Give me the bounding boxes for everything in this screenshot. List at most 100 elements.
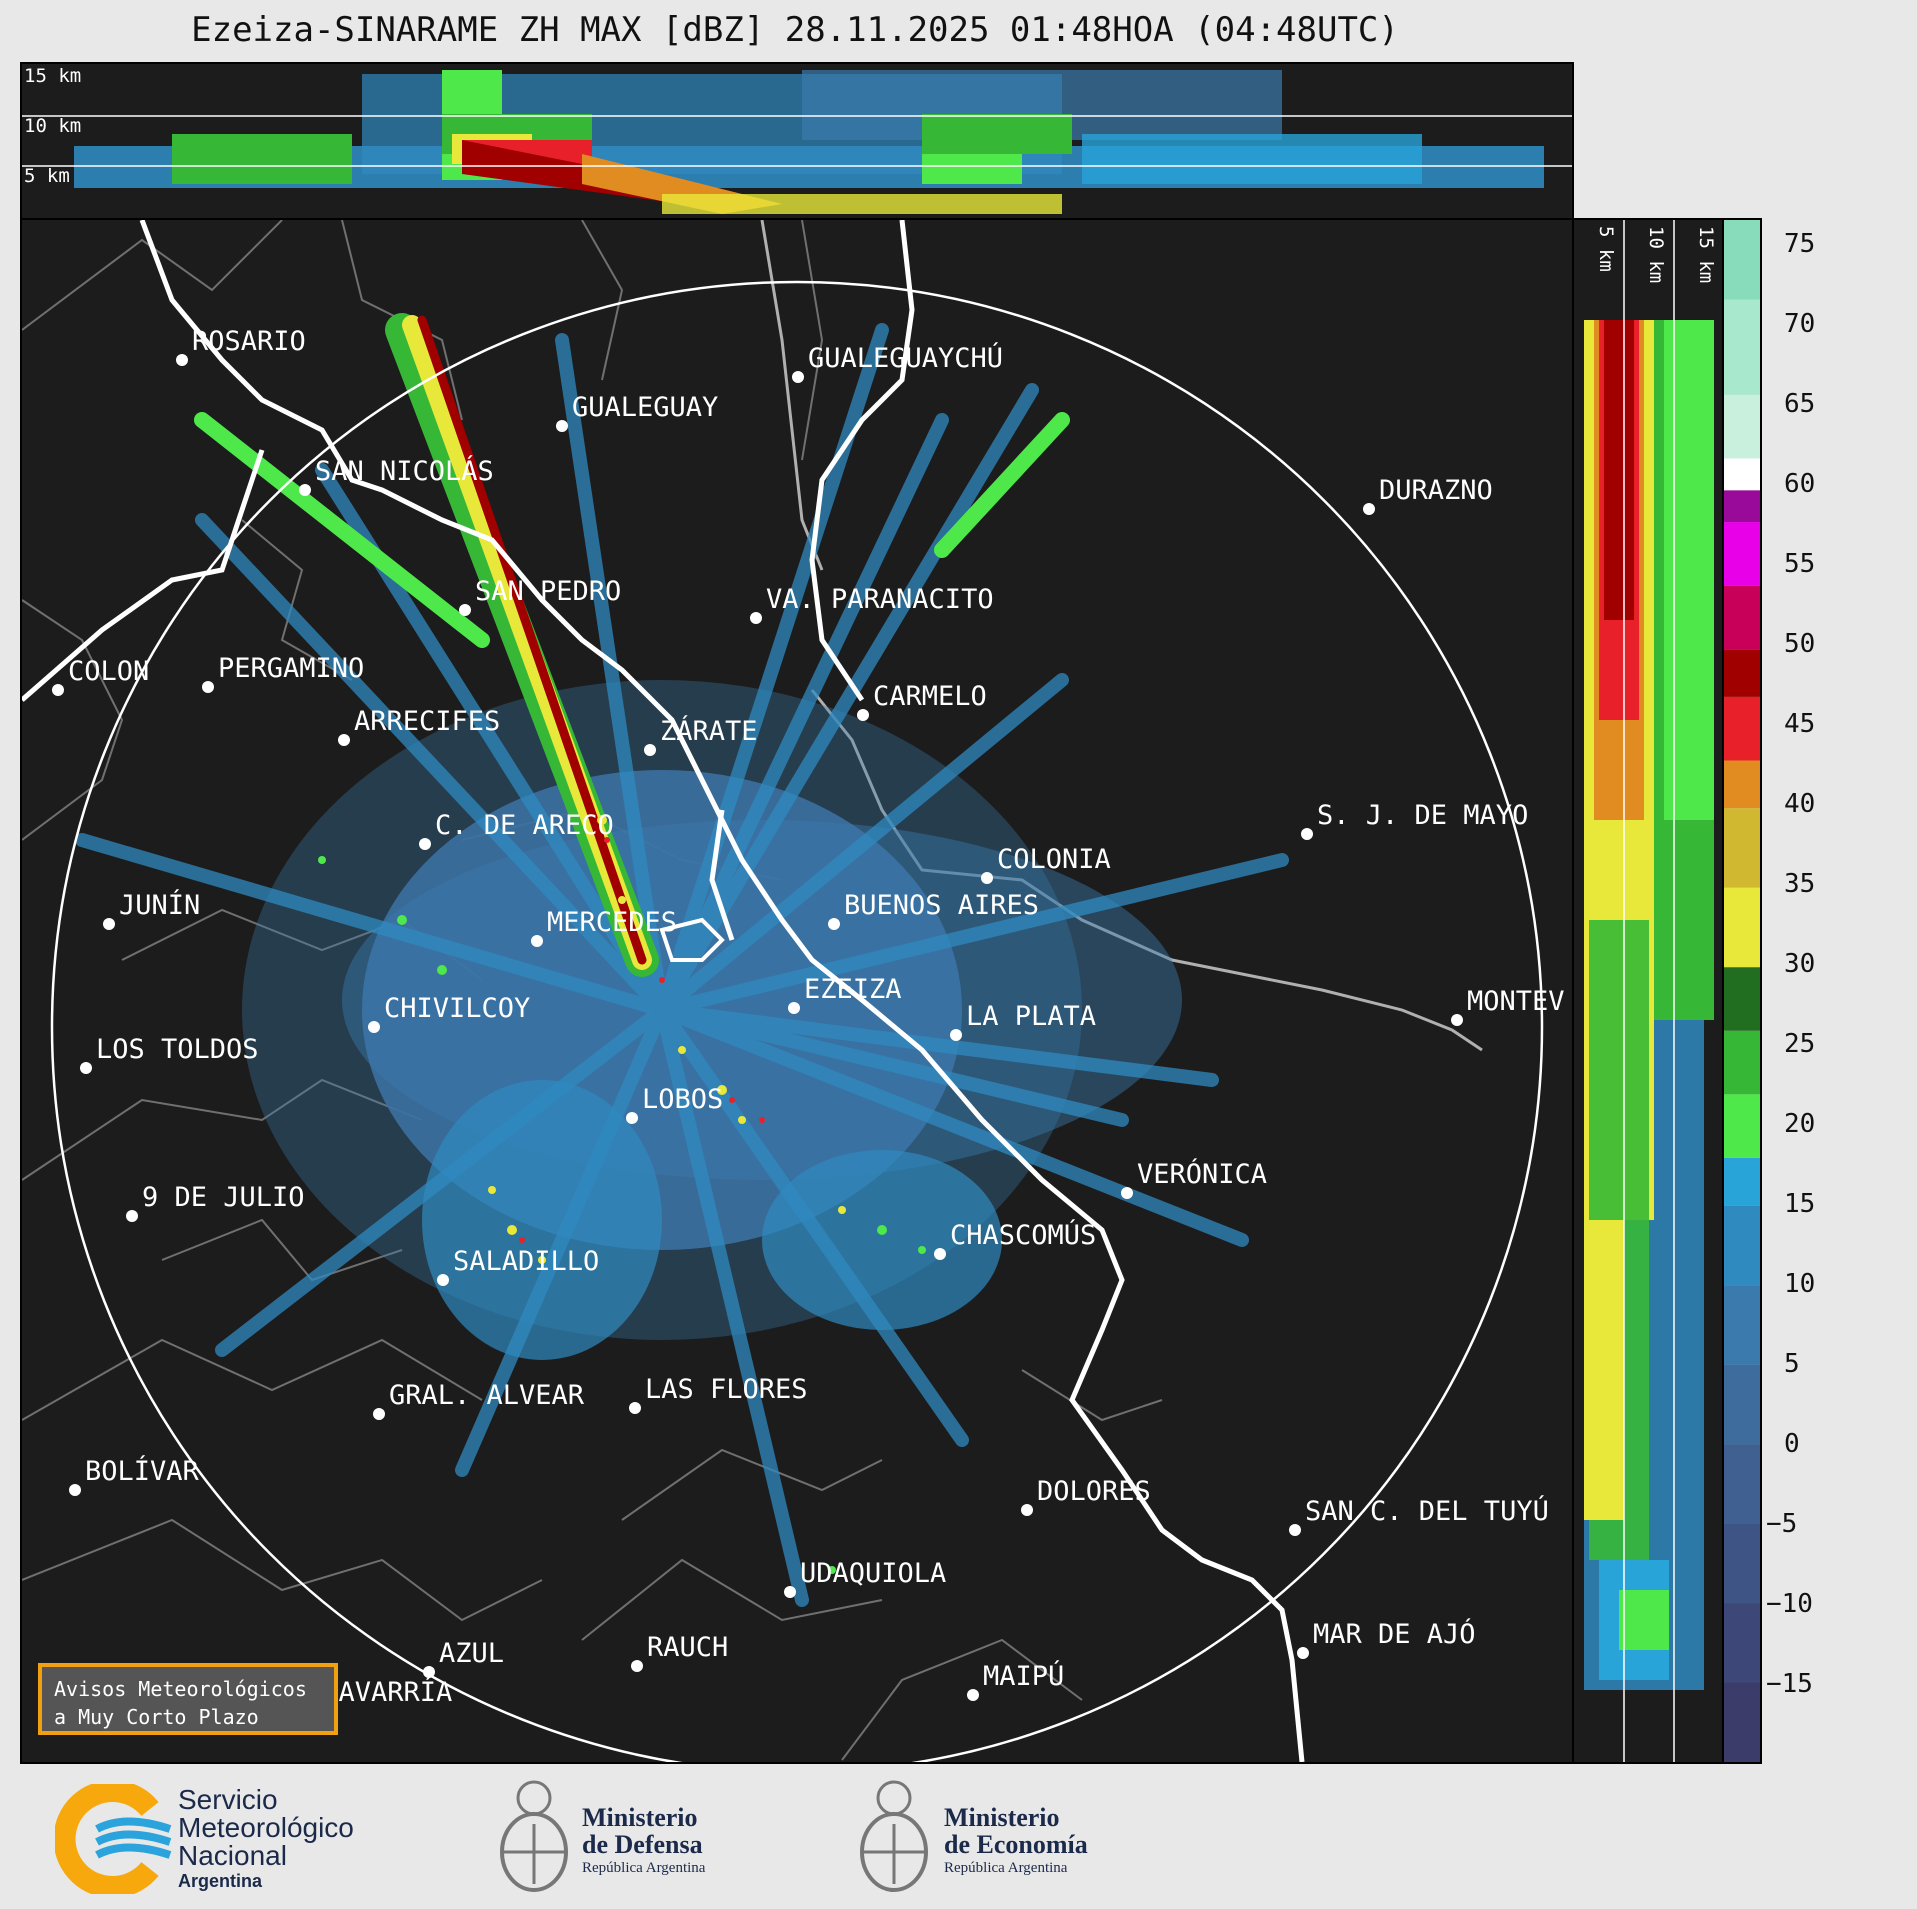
colorbar-tick-label: 35 [1784,869,1815,899]
colorbar-segment [1724,458,1760,491]
city-label: ZÁRATE [660,715,758,747]
colorbar-scale [1724,220,1760,1762]
right-cross-section-plot: 5 km 10 km 15 km [1584,220,1717,1762]
colorbar-tick-label: 20 [1784,1109,1815,1139]
colorbar-tick-label: 30 [1784,949,1815,979]
city-label: BUENOS AIRES [844,890,1039,921]
colorbar-segment [1724,220,1760,300]
uruguay-coast [810,689,1483,1052]
smn-line3: Nacional [178,1840,287,1871]
smn-line1: Servicio [178,1784,278,1815]
city-label: LOS TOLDOS [96,1034,259,1065]
city-label: SAN C. DEL TUYÚ [1305,1495,1549,1527]
city-label: RAUCH [647,1632,728,1663]
warnings-link-button[interactable]: Avisos Meteorológicos a Muy Corto Plazo [38,1663,338,1735]
city-label: S. J. DE MAYO [1317,800,1528,831]
colorbar-segment [1724,1682,1760,1762]
city-label: CHIVILCOY [384,993,530,1024]
colorbar-segment [1724,1603,1760,1683]
city-label: CARMELO [873,681,987,712]
city-label: MONTEV [1467,986,1565,1017]
right-label-10km: 10 km [1645,226,1667,283]
colorbar-tick-label: −5 [1766,1509,1797,1539]
colorbar-tick-label: 25 [1784,1029,1815,1059]
colorbar-tick-label: −15 [1766,1669,1813,1699]
city-label: LOBOS [642,1084,723,1115]
city-label: GUALEGUAYCHÚ [808,342,1003,374]
colorbar-tick-label: 65 [1784,389,1815,419]
radar-map: ROSARIO GUALEGUAYCHÚ GUALEGUAY SAN NICOL… [22,220,1565,1762]
city-label: ARRECIFES [354,706,500,737]
city-label: ROSARIO [192,326,306,357]
colorbar-segment [1724,1030,1760,1095]
top-label-15km: 15 km [24,65,81,87]
city-label: MAIPÚ [983,1660,1064,1692]
top-cross-section-plot: 15 km 10 km 5 km [22,65,1572,214]
colorbar-segment [1724,1444,1760,1524]
warnings-line1: Avisos Meteorológicos [54,1677,307,1701]
city-label: CHASCOMÚS [950,1219,1096,1251]
city-label: VA. PARANACITO [766,584,994,615]
top-cross-section-panel: 15 km 10 km 5 km [20,62,1574,222]
colorbar-segment [1724,967,1760,1031]
colorbar-segment [1724,1364,1760,1445]
smn-line4: Argentina [178,1871,263,1891]
colorbar-segment [1724,760,1760,809]
defensa-line2: de Defensa [582,1830,703,1859]
colorbar-tick-label: 15 [1784,1189,1815,1219]
city-label: UDAQUIOLA [800,1558,946,1589]
colorbar-tick-label: 10 [1784,1269,1815,1299]
colorbar-tick-label: 50 [1784,629,1815,659]
colorbar-segment [1724,887,1760,968]
colorbar-tick-label: 55 [1784,549,1815,579]
city-label: AZUL [439,1638,504,1669]
colorbar-segment [1724,522,1760,586]
city-label: BOLÍVAR [85,1455,200,1487]
colorbar-tick-label: 75 [1784,229,1815,259]
city-label: SALADILLO [453,1246,599,1277]
city-label: 9 DE JULIO [142,1182,305,1213]
right-cross-section-panel: 5 km 10 km 15 km [1572,218,1724,1764]
colorbar-segment [1724,394,1760,459]
city-label: LAS FLORES [645,1374,808,1405]
defensa-line1: Ministerio [582,1803,698,1832]
national-shield-icon [860,1780,928,1892]
city-label: MERCEDES [547,907,677,938]
city-label: SAN PEDRO [475,576,621,607]
economia-line1: Ministerio [944,1803,1060,1832]
colorbar-segment [1724,585,1760,650]
colorbar-segment [1724,696,1760,761]
city-label: EZEIZA [804,974,902,1005]
smn-logo-icon [55,1784,172,1894]
city-label: SAN NICOLÁS [315,455,494,487]
defensa-logo-text: Ministerio de Defensa República Argentin… [582,1804,705,1878]
economia-line2: de Economía [944,1830,1088,1859]
defensa-line3: República Argentina [582,1860,706,1876]
colorbar-segment [1724,1523,1760,1604]
radar-map-panel: ROSARIO GUALEGUAYCHÚ GUALEGUAY SAN NICOL… [20,218,1574,1764]
city-label: PERGAMINO [218,653,364,684]
city-label: COLON [68,656,149,687]
buenos-aires-outline [659,917,725,962]
top-label-5km: 5 km [24,165,70,187]
colorbar-tick-label: 5 [1784,1349,1800,1379]
smn-logo-text: Servicio Meteorológico Nacional Argentin… [178,1786,354,1892]
city-label: JUNÍN [119,889,200,921]
river-segment [709,809,735,941]
economia-line3: República Argentina [944,1860,1068,1876]
city-labels: ROSARIO GUALEGUAYCHÚ GUALEGUAY SAN NICOL… [68,326,1565,1708]
colorbar-segment [1724,1205,1760,1286]
right-label-15km: 15 km [1695,226,1717,283]
colorbar-ticks: 75 70 65 60 55 50 45 40 35 30 25 20 15 1… [1766,229,1815,1699]
economia-logo-text: Ministerio de Economía República Argenti… [944,1804,1088,1878]
right-label-5km: 5 km [1595,226,1617,272]
coastline [139,220,1305,1762]
colorbar-segment [1724,1094,1760,1158]
colorbar-segment [1724,299,1760,395]
national-shield-icon [500,1780,568,1892]
colorbar-segment [1724,490,1760,523]
warnings-line2: a Muy Corto Plazo [54,1705,259,1729]
footer-logos: Servicio Meteorológico Nacional Argentin… [0,1764,1917,1909]
colorbar-segment [1724,649,1760,697]
colorbar-tick-label: −10 [1766,1589,1813,1619]
